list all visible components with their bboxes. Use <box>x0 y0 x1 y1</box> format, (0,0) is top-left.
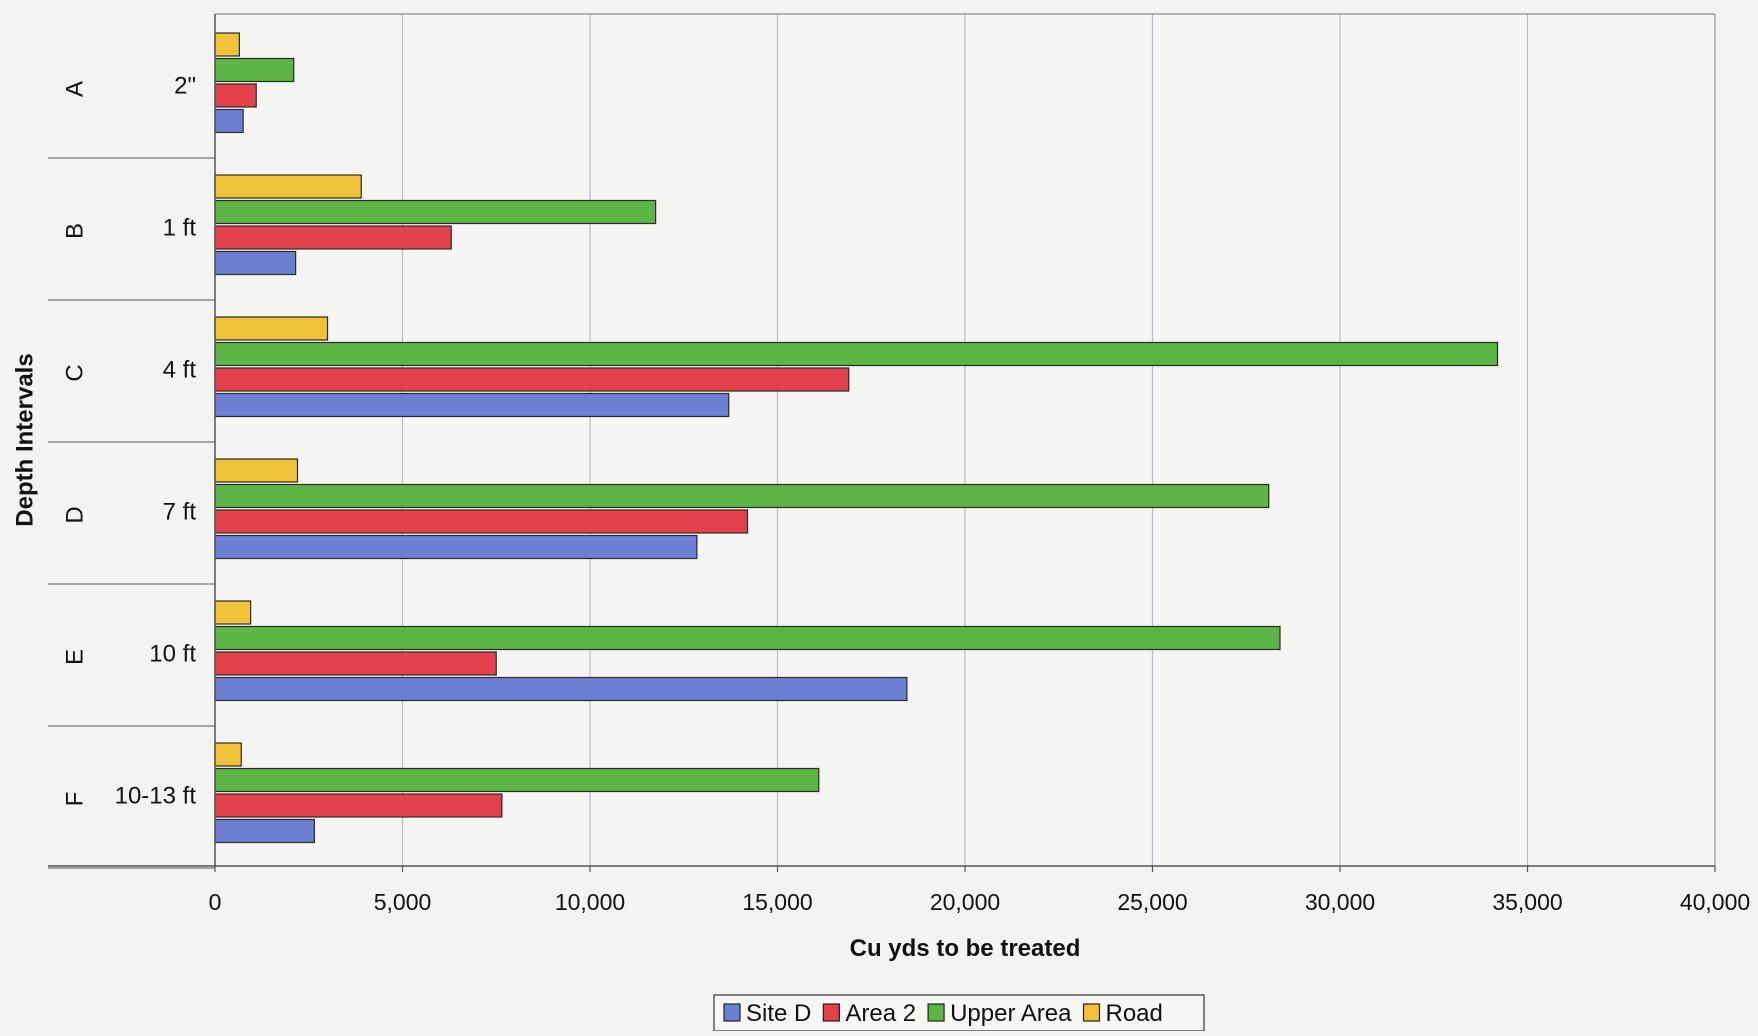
bar-area-2-f <box>214 793 503 818</box>
legend-entry: Site D <box>746 1000 811 1027</box>
category-group-label: F <box>61 792 88 807</box>
x-axis-title: Cu yds to be treated <box>850 935 1081 962</box>
bar-area-2-e <box>214 651 497 676</box>
bars <box>214 32 1499 844</box>
bar-upper-area-f <box>214 767 820 793</box>
category-group-label: B <box>61 223 88 239</box>
bar-site-d-f <box>214 818 315 844</box>
category-group-label: A <box>61 81 88 97</box>
category-label: 4 ft <box>163 356 197 383</box>
bar-area-2-c <box>214 367 850 392</box>
axis-labels: A 2" B 1 ft C 4 ft D 7 ft E 10 ft F 10-13 ft 0 5,000 1… <box>11 72 1750 962</box>
category-label: 1 ft <box>163 214 197 241</box>
bar-upper-area-c <box>214 341 1499 367</box>
legend-swatch <box>723 1003 741 1022</box>
bar-upper-area-b <box>214 199 657 225</box>
bar-site-d-d <box>214 534 698 560</box>
gridlines <box>215 13 1716 866</box>
x-tick-label: 25,000 <box>1117 889 1187 915</box>
legend-box <box>713 994 1205 1032</box>
bar-road-f <box>214 742 242 767</box>
y-axis-title: Depth Intervals <box>11 353 38 526</box>
legend-swatch <box>927 1003 945 1022</box>
category-label: 10-13 ft <box>115 782 197 809</box>
bar-site-d-c <box>214 392 730 418</box>
category-label: 2" <box>174 72 196 99</box>
bar-site-d-a <box>214 108 244 134</box>
x-tick-label: 30,000 <box>1305 889 1375 915</box>
x-tick-label: 15,000 <box>742 889 812 915</box>
axes <box>48 14 1716 872</box>
x-tick-label: 20,000 <box>930 889 1000 915</box>
x-tick-label: 40,000 <box>1680 889 1750 915</box>
bar-road-e <box>214 600 252 625</box>
bar-upper-area-a <box>214 57 295 83</box>
x-tick-label: 5,000 <box>374 889 432 915</box>
bar-road-b <box>214 174 362 199</box>
bar-area-2-b <box>214 225 452 250</box>
category-label: 10 ft <box>149 640 196 667</box>
x-tick-label: 10,000 <box>555 889 625 915</box>
category-label: 7 ft <box>163 498 197 525</box>
bar-road-d <box>214 458 299 483</box>
category-group-label: D <box>61 506 88 523</box>
bar-road-c <box>214 316 329 341</box>
bar-road-a <box>214 32 240 57</box>
category-group-label: C <box>61 364 88 381</box>
legend-swatch <box>1082 1003 1101 1022</box>
legend-entry: Upper Area <box>950 1000 1072 1027</box>
bar-area-2-d <box>214 509 749 534</box>
bar-site-d-e <box>214 676 908 702</box>
legend-entry: Area 2 <box>845 1000 916 1027</box>
bar-area-2-a <box>214 83 257 108</box>
x-tick-label: 0 <box>209 889 222 915</box>
x-tick-label: 35,000 <box>1492 889 1562 915</box>
category-group-label: E <box>61 649 88 665</box>
legend-entry: Road <box>1105 1000 1162 1027</box>
legend-swatch <box>822 1003 840 1022</box>
legend: Site D Area 2 Upper Area Road <box>713 994 1205 1032</box>
bar-upper-area-d <box>214 483 1270 509</box>
bar-upper-area-e <box>214 625 1281 651</box>
bar-site-d-b <box>214 250 297 276</box>
